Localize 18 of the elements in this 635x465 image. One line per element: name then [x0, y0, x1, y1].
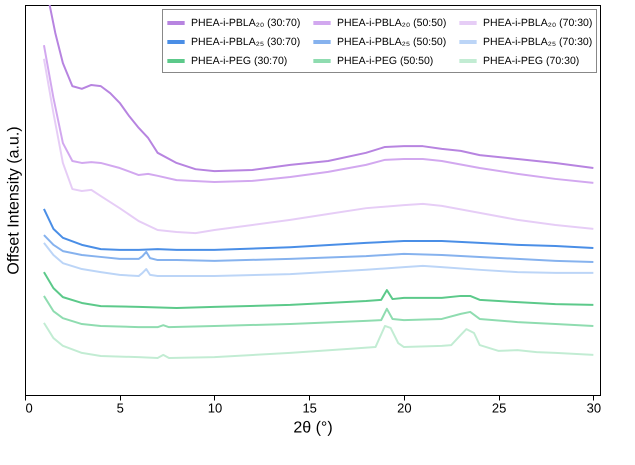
- x-tick-label: 30: [586, 400, 602, 416]
- y-axis-title: Offset Intensity (a.u.): [6, 126, 22, 275]
- x-tick-label: 0: [26, 400, 33, 416]
- x-tick-label: 25: [492, 400, 506, 416]
- legend-label: PHEA-i-PEG (50:50): [337, 55, 434, 67]
- legend-label: PHEA-i-PBLA₂₀ (50:50): [337, 17, 446, 29]
- legend-label: PHEA-i-PBLA₂₅ (50:50): [337, 36, 446, 48]
- legend-label: PHEA-i-PEG (70:30): [483, 55, 580, 67]
- x-tick-label: 10: [208, 400, 222, 416]
- x-axis-title: 2θ (°): [293, 420, 333, 436]
- legend-label: PHEA-i-PBLA₂₀ (70:30): [483, 17, 592, 29]
- x-tick-label: 5: [116, 400, 124, 416]
- legend-label: PHEA-i-PBLA₂₅ (30:70): [191, 36, 300, 48]
- legend-label: PHEA-i-PBLA₂₀ (30:70): [191, 17, 300, 29]
- legend-label: PHEA-i-PBLA₂₅ (70:30): [483, 36, 592, 48]
- legend-label: PHEA-i-PEG (30:70): [191, 55, 288, 67]
- x-tick-label: 20: [397, 400, 412, 416]
- x-tick-label: 15: [302, 400, 317, 416]
